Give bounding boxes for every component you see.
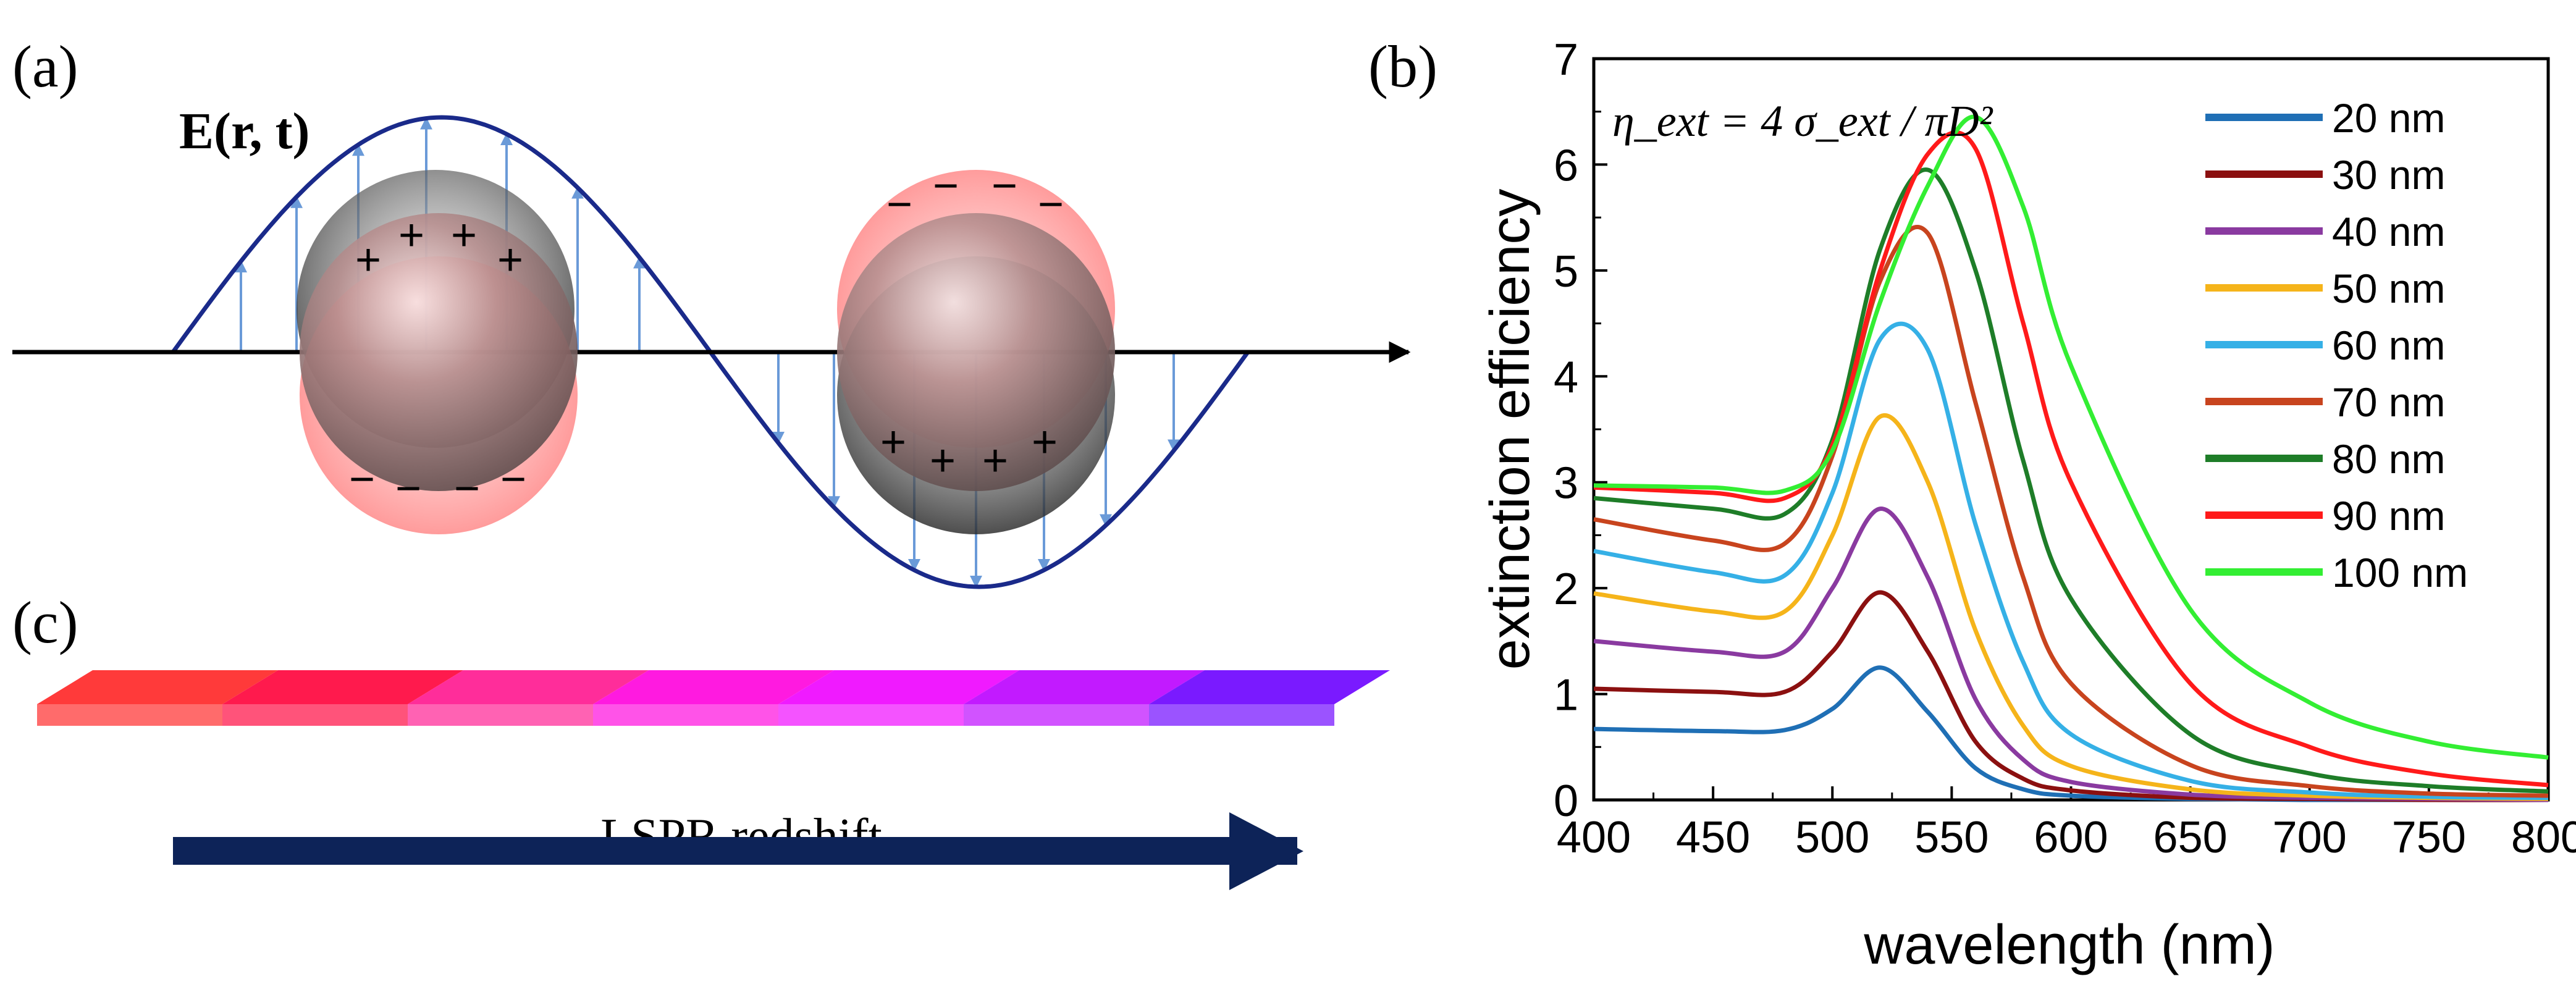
charge-plus: + — [982, 436, 1008, 486]
x-tick-label: 700 — [2273, 813, 2347, 862]
redshift-arrow-shaft — [173, 837, 1297, 865]
efficiency-formula: η_ext = 4 σ_ext / πD² — [1612, 96, 1993, 146]
color-swatch-edge — [222, 704, 408, 726]
x-axis: 400 450 500 550 600 650 700 750 800 — [1557, 786, 2576, 862]
legend-label: 70 nm — [2332, 379, 2445, 425]
legend-label: 20 nm — [2332, 95, 2445, 141]
charge-plus: + — [1032, 418, 1058, 467]
color-swatch — [408, 670, 649, 704]
x-tick-label: 650 — [2153, 813, 2228, 862]
panel-b: (b) 0 1 2 3 4 5 6 7 400 450 500 550 600 650 700 750 800… — [1368, 33, 2576, 976]
y-tick-label: 5 — [1554, 247, 1578, 296]
y-tick-label: 4 — [1554, 353, 1578, 402]
legend-label: 60 nm — [2332, 322, 2445, 368]
y-tick-label: 2 — [1554, 565, 1578, 614]
x-tick-label: 800 — [2511, 813, 2576, 862]
series-line-60-nm — [1593, 321, 2549, 801]
series-line-90-nm — [1593, 130, 2549, 788]
color-swatch-edge — [408, 704, 593, 726]
charge-minus: − — [500, 455, 526, 504]
y-tick-label: 6 — [1554, 141, 1578, 190]
y-tick-label: 7 — [1554, 35, 1578, 85]
particle-core — [300, 213, 578, 491]
charge-minus: − — [933, 161, 959, 211]
color-swatch — [222, 670, 463, 704]
y-tick-label: 3 — [1554, 459, 1578, 508]
x-tick-label: 450 — [1676, 813, 1750, 862]
color-swatch-edge — [593, 704, 778, 726]
nanoparticle-right: − − − − + + + + — [837, 161, 1115, 534]
charge-plus: + — [398, 211, 424, 260]
redshift-arrow-head — [1229, 812, 1303, 890]
legend-label: 50 nm — [2332, 266, 2445, 311]
field-label: E(r, t) — [179, 103, 310, 160]
charge-minus: − — [349, 455, 375, 504]
legend: 20 nm 30 nm 40 nm 50 nm 60 nm 70 nm 80 nm 90 nm… — [2205, 95, 2468, 595]
charge-minus: − — [454, 464, 480, 513]
y-tick-label: 1 — [1554, 671, 1578, 720]
panel-a: (a) E(r, t) + + + + − − − − − − − − — [12, 33, 1411, 589]
y-axis-label: extinction efficiency — [1480, 189, 1541, 670]
panel-c-label: (c) — [12, 589, 78, 655]
legend-label: 80 nm — [2332, 436, 2445, 482]
charge-plus: + — [355, 235, 381, 285]
x-tick-label: 500 — [1795, 813, 1869, 862]
color-swatch — [1149, 670, 1390, 704]
y-tick-label: 0 — [1554, 776, 1578, 826]
color-swatch-edge — [1149, 704, 1334, 726]
color-swatch — [37, 670, 278, 704]
panel-a-label: (a) — [12, 33, 78, 99]
x-tick-label: 600 — [2034, 813, 2108, 862]
charge-minus: − — [395, 464, 421, 513]
x-axis-label: wavelength (nm) — [1863, 914, 2275, 976]
nanoparticle-left: + + + + − − − − — [297, 170, 578, 534]
series-line-80-nm — [1593, 167, 2549, 794]
panel-b-label: (b) — [1368, 33, 1437, 99]
legend-label: 90 nm — [2332, 493, 2445, 539]
charge-minus: − — [886, 180, 912, 229]
color-swatch — [964, 670, 1205, 704]
charge-plus: + — [451, 211, 477, 260]
panel-c: (c) LSPR redshift — [12, 589, 1390, 890]
series-line-70-nm — [1593, 225, 2549, 798]
particle-core — [837, 213, 1115, 491]
charge-plus: + — [497, 235, 523, 285]
color-swatch — [778, 670, 1019, 704]
legend-label: 40 nm — [2332, 209, 2445, 254]
color-swatch-edge — [37, 704, 222, 726]
x-tick-label: 750 — [2392, 813, 2466, 862]
x-tick-label: 550 — [1914, 813, 1989, 862]
charge-minus: − — [991, 161, 1017, 211]
color-swatch-edge — [964, 704, 1149, 726]
series-line-50-nm — [1593, 413, 2549, 801]
series-line-100-nm — [1593, 114, 2549, 760]
series-lines — [1593, 114, 2549, 802]
charge-plus: + — [880, 418, 906, 467]
legend-label: 30 nm — [2332, 152, 2445, 198]
legend-label: 100 nm — [2332, 550, 2468, 595]
charge-minus: − — [1038, 180, 1064, 229]
extinction-chart: 0 1 2 3 4 5 6 7 400 450 500 550 600 650 700 750 800 20 … — [1480, 35, 2576, 976]
y-axis: 0 1 2 3 4 5 6 7 — [1554, 35, 1607, 826]
color-swatches — [37, 670, 1390, 726]
color-swatch — [593, 670, 834, 704]
color-swatch-edge — [778, 704, 964, 726]
x-tick-label: 400 — [1557, 813, 1631, 862]
charge-plus: + — [930, 436, 956, 486]
